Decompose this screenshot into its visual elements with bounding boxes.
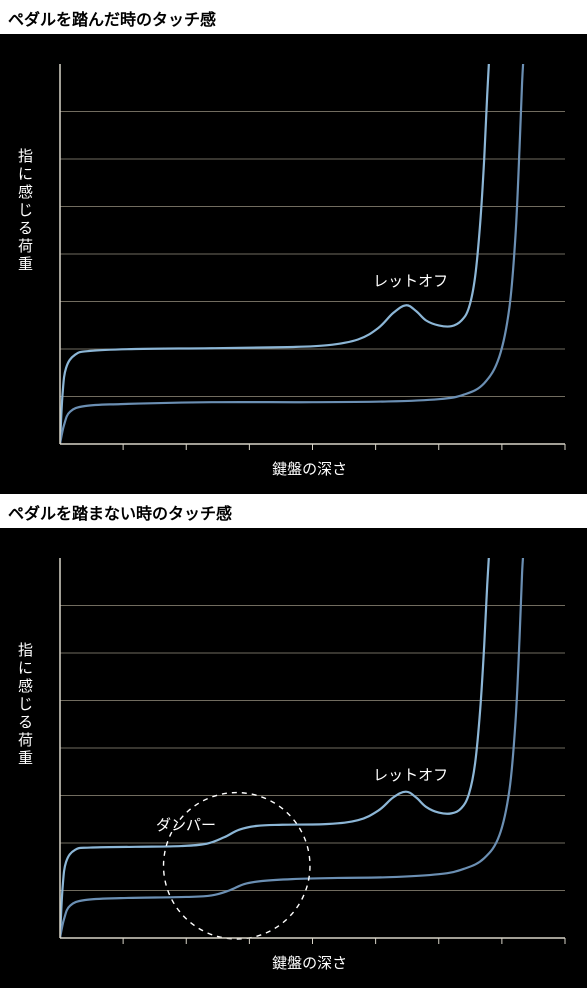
chart-svg xyxy=(0,528,587,988)
chart-canvas: 指に感じる荷重鍵盤の深さ レットオフ xyxy=(0,34,587,494)
chart-block-0: ペダルを踏んだ時のタッチ感指に感じる荷重鍵盤の深さ レットオフ xyxy=(0,0,587,494)
x-axis-label: 鍵盤の深さ xyxy=(272,458,347,479)
chart-svg xyxy=(0,34,587,494)
chart-title: ペダルを踏んだ時のタッチ感 xyxy=(0,0,587,34)
chart-block-1: ペダルを踏まない時のタッチ感指に感じる荷重鍵盤の深さ レットオフダンパー xyxy=(0,494,587,988)
y-axis-label: 指に感じる荷重 xyxy=(18,148,33,274)
annotation-1: ダンパー xyxy=(156,814,216,835)
curve-lower xyxy=(60,56,524,444)
annotation-0: レットオフ xyxy=(373,270,448,291)
curve-lower xyxy=(60,550,524,938)
curve-upper xyxy=(60,56,489,444)
y-axis-label: 指に感じる荷重 xyxy=(18,642,33,768)
annotation-0: レットオフ xyxy=(373,764,448,785)
chart-canvas: 指に感じる荷重鍵盤の深さ レットオフダンパー xyxy=(0,528,587,988)
chart-title: ペダルを踏まない時のタッチ感 xyxy=(0,494,587,528)
x-axis-label: 鍵盤の深さ xyxy=(272,952,347,973)
